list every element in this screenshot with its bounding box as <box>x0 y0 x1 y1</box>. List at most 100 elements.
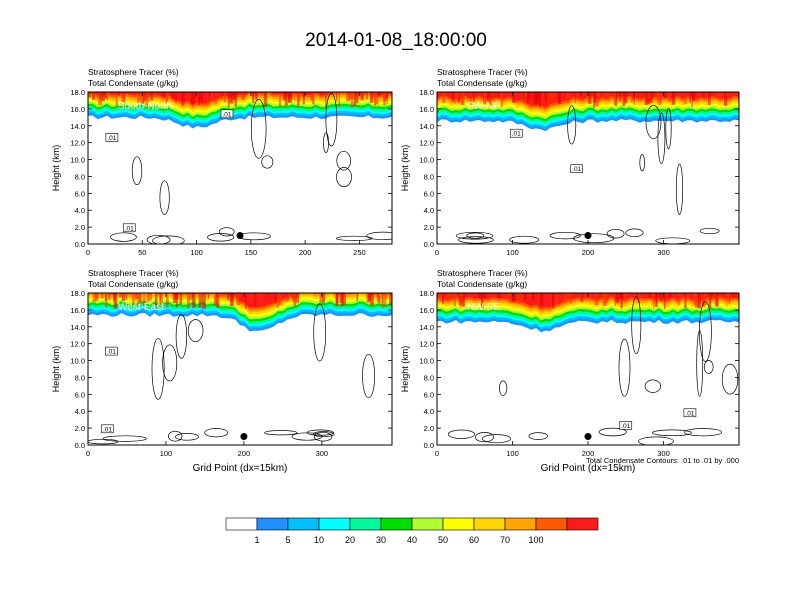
figure-title: 2014-01-08_18:00:00 <box>305 30 487 51</box>
contour-label-box <box>509 128 523 138</box>
tracer-streak <box>531 293 535 301</box>
tracer-streak <box>598 92 601 102</box>
tracer-streak <box>615 92 618 107</box>
y-tick-label: 10.0 <box>70 156 85 165</box>
tracer-streak <box>473 92 475 102</box>
panel-4: 0.0 2.0 4.0 6.0 8.0 10.0 12.0 14.0 16.0 18.0 0 100 2… <box>400 268 740 474</box>
y-tick-label: 2.0 <box>424 223 434 232</box>
condensate-contour <box>146 234 171 244</box>
condensate-contour <box>625 228 644 238</box>
y-tick-label: 14.0 <box>419 323 434 332</box>
tracer-streak <box>150 293 153 301</box>
tracer-streak <box>549 92 552 99</box>
colorbar-label: 100 <box>528 535 543 545</box>
tracer-streak <box>693 293 698 306</box>
tracer-streak <box>668 293 672 298</box>
colorbar-swatch <box>442 517 475 531</box>
tracer-streak <box>553 293 558 308</box>
tracer-streak <box>702 92 705 99</box>
condensate-contour <box>458 236 494 244</box>
tracer-streak <box>134 293 138 301</box>
tracer-streak <box>581 293 584 302</box>
tracer-streak <box>229 293 234 307</box>
tracer-streak <box>500 92 503 108</box>
tracer-streak <box>710 293 713 301</box>
y-tick-label: 16.0 <box>419 306 434 315</box>
tracer-streak <box>171 92 173 99</box>
tracer-streak <box>518 293 523 303</box>
colorbar-swatch <box>225 517 258 531</box>
condensate-contour <box>250 99 267 159</box>
condensate-contour <box>102 435 147 442</box>
x-tick-label: 150 <box>245 248 258 257</box>
y-tick-label: 0.0 <box>75 441 85 450</box>
tracer-streak <box>574 92 576 104</box>
tracer-streak <box>162 92 166 97</box>
condensate-contour <box>152 235 185 244</box>
tracer-streak <box>294 92 296 101</box>
tracer-streak <box>604 293 607 305</box>
condensate-contour <box>631 296 642 354</box>
condensate-contour <box>638 436 674 445</box>
tracer-streak <box>389 293 392 305</box>
contour-label: .01 <box>107 135 116 142</box>
condensate-contour <box>88 438 119 445</box>
condensate-contour <box>187 319 204 343</box>
tracer-streak <box>138 293 143 302</box>
tracer-streak <box>172 92 174 100</box>
colorbar-swatch <box>318 517 351 531</box>
condensate-contour <box>657 112 666 165</box>
tracer-streak <box>285 293 287 302</box>
tracer-streak <box>282 92 287 101</box>
tracer-streak <box>322 293 325 303</box>
x-tick-label: 250 <box>353 248 366 257</box>
tracer-streak <box>668 92 672 102</box>
tracer-streak <box>165 293 169 308</box>
condensate-contour <box>362 353 376 399</box>
tracer-streak <box>728 293 731 304</box>
y-tick-label: 8.0 <box>424 373 434 382</box>
contour-label-box <box>105 346 118 356</box>
y-tick-label: 14.0 <box>419 122 434 131</box>
tracer-streak <box>313 92 315 105</box>
tracer-streak <box>637 293 641 303</box>
tracer-streak <box>227 92 230 108</box>
colorbar-swatch <box>287 517 320 531</box>
tracer-streak <box>632 92 635 100</box>
y-tick-label: 6.0 <box>75 189 85 198</box>
tracer-streak <box>593 92 597 103</box>
tracer-streak <box>88 92 91 98</box>
tracer-streak <box>125 293 128 300</box>
tracer-streak <box>446 293 450 298</box>
condensate-contour <box>549 231 581 240</box>
tracer-streak <box>188 293 193 301</box>
location-marker <box>584 433 592 441</box>
tracer-streak <box>671 92 676 105</box>
colorbar-swatch <box>535 517 568 531</box>
tracer-streak <box>697 293 702 309</box>
tracer-streak <box>456 92 458 101</box>
tracer-streak <box>533 92 537 106</box>
tracer-streak <box>292 92 294 100</box>
tracer-streak <box>138 92 141 104</box>
tracer-streak <box>441 92 446 104</box>
tracer-streak <box>678 293 681 303</box>
location-marker <box>236 232 244 240</box>
tracer-streak <box>384 293 387 307</box>
tracer-streak <box>325 92 328 97</box>
condensate-contour <box>703 360 714 374</box>
y-tick-label: 8.0 <box>75 373 85 382</box>
tracer-streak <box>647 92 649 104</box>
colorbar-label: 70 <box>500 535 510 545</box>
tracer-streak <box>92 293 96 302</box>
tracer-streak <box>153 92 158 98</box>
y-axis-label: Height (km) <box>400 346 410 393</box>
tracer-streak <box>198 92 200 106</box>
condensate-contour <box>481 434 512 444</box>
condensate-contour <box>639 154 645 172</box>
tracer-streak <box>160 293 163 304</box>
y-tick-label: 14.0 <box>70 323 85 332</box>
colorbar-label: 60 <box>469 535 479 545</box>
condensate-contour <box>721 363 739 395</box>
